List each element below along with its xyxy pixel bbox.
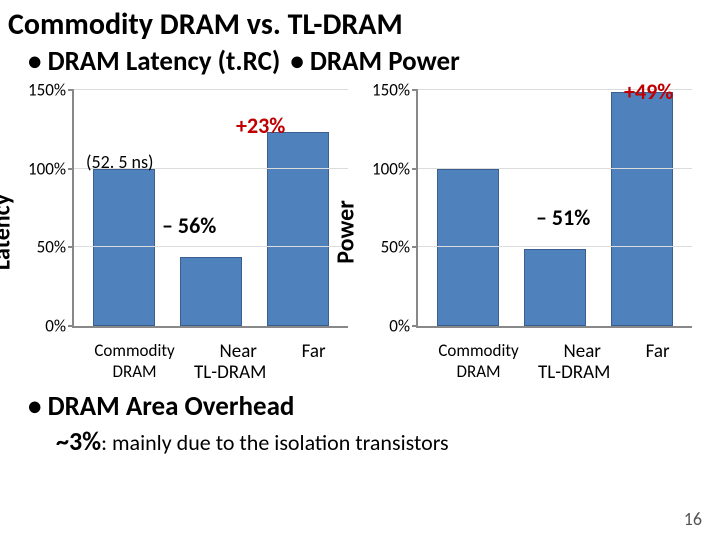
y-tick-label: 100% bbox=[372, 158, 410, 179]
latency-delta-far: +23% bbox=[236, 112, 285, 139]
latency-plot-area: 0%50%100%150% bbox=[72, 90, 348, 328]
y-tick-label: 150% bbox=[372, 80, 410, 101]
chart-bar bbox=[524, 249, 586, 326]
x-label: Far bbox=[646, 340, 670, 382]
page-number: 16 bbox=[684, 508, 702, 530]
footer-strong: ~3% bbox=[56, 425, 101, 457]
footer-detail: ~3%: mainly due to the isolation transis… bbox=[0, 423, 720, 457]
footer-bullet: DRAM Area Overhead bbox=[0, 382, 720, 423]
y-tick-label: 150% bbox=[28, 80, 66, 101]
tldram-group-label: TL-DRAM bbox=[538, 361, 610, 384]
footer-rest: : mainly due to the isolation transistor… bbox=[101, 429, 449, 456]
x-label: CommodityDRAM bbox=[94, 340, 174, 382]
bullet-latency: DRAM Latency (t.RC) bbox=[28, 45, 280, 78]
y-tick-label: 0% bbox=[389, 316, 410, 337]
latency-chart: Latency 0%50%100%150% CommodityDRAM Near… bbox=[14, 82, 354, 382]
x-label: Far bbox=[302, 340, 326, 382]
slide-title: Commodity DRAM vs. TL-DRAM bbox=[0, 0, 720, 43]
latency-delta-near: – 56% bbox=[162, 212, 216, 239]
tldram-group-label: TL-DRAM bbox=[194, 361, 266, 384]
bullet-power: DRAM Power bbox=[290, 45, 459, 78]
power-delta-near: – 51% bbox=[536, 204, 590, 231]
y-tick-label: 0% bbox=[45, 316, 66, 337]
power-y-label: Power bbox=[332, 200, 361, 264]
x-label: CommodityDRAM bbox=[438, 340, 518, 382]
top-bullets: DRAM Latency (t.RC) DRAM Power bbox=[0, 43, 720, 78]
y-tick-label: 50% bbox=[381, 237, 410, 258]
y-tick-label: 100% bbox=[28, 158, 66, 179]
power-delta-far: +49% bbox=[624, 78, 673, 105]
y-tick-label: 50% bbox=[37, 237, 66, 258]
latency-ref-note: (52. 5 ns) bbox=[86, 151, 153, 173]
power-chart: Power 0%50%100%150% CommodityDRAM Near F… bbox=[358, 82, 698, 382]
chart-bar bbox=[611, 92, 673, 326]
latency-y-label: Latency bbox=[0, 194, 17, 270]
chart-bar bbox=[180, 257, 242, 326]
chart-bar bbox=[267, 132, 329, 326]
